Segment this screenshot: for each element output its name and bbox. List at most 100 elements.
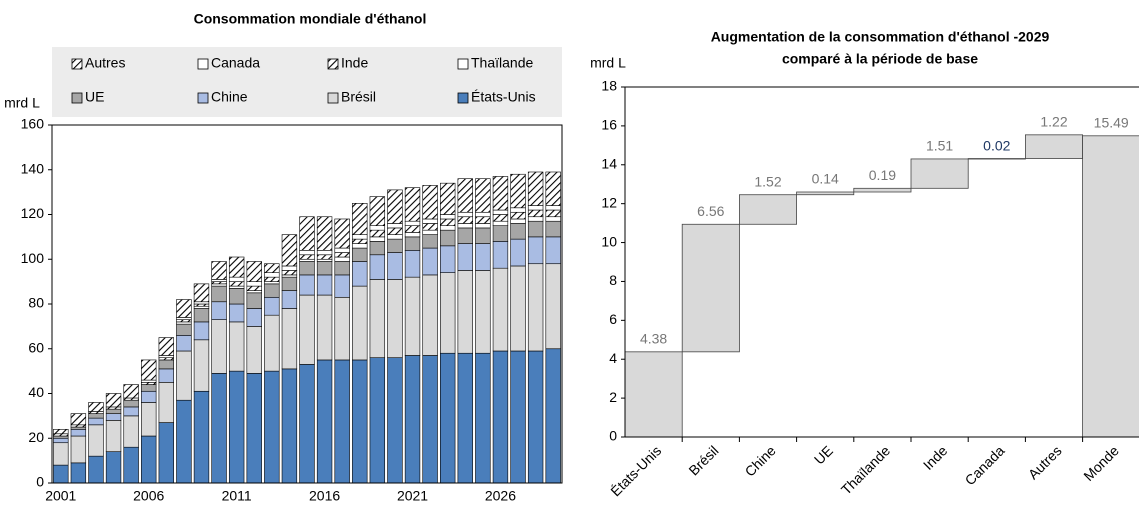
- legend-box: [52, 47, 562, 117]
- x-tick-label: 2006: [133, 488, 164, 504]
- bar-segment: [545, 263, 561, 350]
- data-label: 0.19: [869, 167, 896, 183]
- y-tick-label: 100: [21, 250, 45, 266]
- bar-segment: [176, 399, 192, 484]
- bar-segment: [369, 357, 386, 484]
- y-tick-label: 2: [609, 389, 617, 405]
- bar-segment: [369, 254, 386, 280]
- bar: [796, 191, 855, 196]
- bar-segment: [369, 241, 386, 256]
- bar-segment: [193, 301, 210, 305]
- bar-segment: [228, 288, 245, 305]
- x-tick-label: Inde: [920, 442, 951, 473]
- bar-segment: [422, 218, 438, 224]
- bar-segment: [158, 355, 174, 358]
- legend-label: Chine: [211, 89, 248, 105]
- legend-swatch: [457, 92, 469, 104]
- y-tick-label: 120: [21, 205, 45, 221]
- bar-segment: [387, 227, 403, 235]
- data-label: 0.02: [983, 137, 1010, 153]
- bar-segment: [334, 247, 350, 253]
- bar-segment: [527, 350, 544, 484]
- x-tick-label: 2026: [485, 488, 516, 504]
- bar-segment: [105, 451, 122, 484]
- bar-segment: [211, 283, 227, 287]
- bar-segment: [387, 252, 403, 280]
- bar-segment: [492, 350, 509, 484]
- y-tick-label: 12: [601, 194, 617, 210]
- bar-segment: [70, 435, 87, 464]
- bar-segment: [352, 285, 368, 361]
- bar-segment: [264, 283, 280, 298]
- bar-segment: [440, 225, 456, 231]
- bar-segment: [246, 290, 262, 294]
- bar-segment: [475, 223, 491, 229]
- bar-segment: [105, 413, 122, 421]
- y-tick-label: 0: [609, 428, 617, 444]
- bar-segment: [316, 261, 333, 276]
- bar-segment: [334, 359, 350, 484]
- bar-segment: [299, 261, 315, 276]
- bar-segment: [123, 397, 139, 401]
- bar-segment: [387, 357, 403, 484]
- bar: [1025, 134, 1084, 159]
- bar-segment: [316, 250, 333, 256]
- bar-segment: [527, 263, 544, 352]
- bar-segment: [158, 382, 174, 423]
- bar-segment: [264, 296, 280, 316]
- bar-segment: [176, 323, 192, 336]
- bar: [910, 158, 969, 189]
- bar-segment: [316, 254, 333, 260]
- bar-segment: [228, 281, 245, 287]
- x-tick-label: Brésil: [685, 442, 721, 478]
- legend-swatch: [71, 92, 83, 104]
- bar: [624, 351, 683, 438]
- plot-frame: [51, 124, 563, 484]
- bar-segment: [53, 428, 69, 435]
- bar-segment: [211, 301, 227, 320]
- bar-segment: [176, 335, 192, 352]
- bar-segment: [264, 314, 280, 372]
- y-tick-label: 60: [28, 339, 44, 355]
- y-tick-label: 160: [21, 116, 45, 132]
- bar-segment: [246, 373, 262, 484]
- legend-swatch: [327, 92, 339, 104]
- y-tick-label: 80: [28, 295, 44, 311]
- bar-segment: [88, 413, 104, 419]
- bar-segment: [105, 393, 122, 408]
- bar-segment: [70, 424, 87, 428]
- bar-segment: [299, 274, 315, 296]
- bar-segment: [440, 272, 456, 354]
- bar-segment: [352, 359, 368, 484]
- bar-segment: [440, 182, 456, 215]
- bar-segment: [299, 216, 315, 251]
- legend-swatch: [457, 58, 469, 70]
- bar-segment: [141, 390, 157, 403]
- bar-segment: [141, 384, 157, 392]
- y-tick-label: 18: [601, 78, 617, 94]
- y-tick-label: 140: [21, 160, 45, 176]
- bar-segment: [299, 294, 315, 365]
- data-label: 1.52: [754, 173, 781, 189]
- bar-segment: [53, 442, 69, 466]
- bar-segment: [193, 339, 210, 392]
- bar-segment: [334, 274, 350, 298]
- bar-segment: [246, 285, 262, 291]
- bar-segment: [176, 350, 192, 401]
- bar-segment: [440, 218, 456, 226]
- bar-segment: [510, 265, 526, 352]
- legend-label: Autres: [85, 55, 125, 71]
- bar-segment: [316, 216, 333, 251]
- y-tick-label: 14: [601, 155, 617, 171]
- bar-segment: [440, 245, 456, 273]
- y-axis-label: mrd L: [4, 95, 40, 111]
- bar-segment: [70, 462, 87, 484]
- bar-segment: [299, 250, 315, 256]
- bar-segment: [105, 406, 122, 410]
- bar-segment: [440, 214, 456, 220]
- bar-segment: [510, 238, 526, 267]
- bar-segment: [404, 276, 421, 356]
- bar-segment: [228, 276, 245, 282]
- bar-segment: [492, 267, 509, 352]
- bar-segment: [193, 283, 210, 303]
